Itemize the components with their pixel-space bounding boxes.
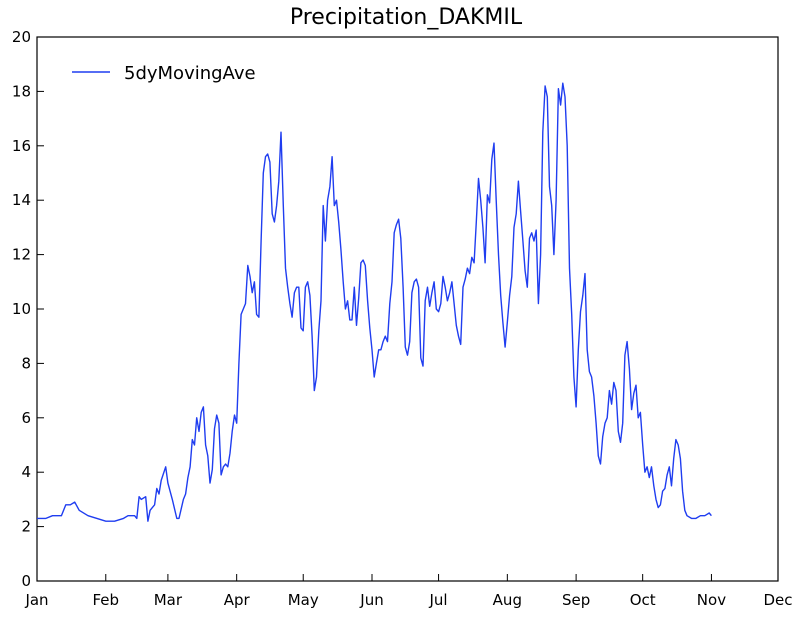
x-tick-label-jun: Jun [359, 591, 383, 609]
x-tick-label-oct: Oct [630, 591, 656, 609]
y-tick-label: 20 [12, 28, 31, 46]
x-tick-label-jan: Jan [24, 591, 48, 609]
x-tick-label-feb: Feb [92, 591, 119, 609]
x-tick-label-sep: Sep [562, 591, 590, 609]
y-tick-label: 8 [21, 354, 31, 372]
y-tick-label: 4 [21, 463, 31, 481]
chart-title: Precipitation_DAKMIL [290, 5, 523, 30]
legend: 5dyMovingAve [72, 63, 256, 84]
series-layer [37, 82, 712, 522]
y-tick-label: 2 [21, 518, 31, 536]
x-tick-label-nov: Nov [697, 591, 726, 609]
y-tick-label: 12 [12, 246, 31, 264]
y-tick-label: 10 [12, 300, 31, 318]
legend-label-5dymovingave: 5dyMovingAve [124, 63, 256, 84]
x-tick-label-aug: Aug [493, 591, 522, 609]
y-tick-label: 18 [12, 82, 31, 100]
y-tick-label: 6 [21, 409, 31, 427]
axis-ticks: 0 2 4 6 8 10 12 14 16 18 20 Jan Feb Mar Apr May Jun Jul Au… [12, 28, 793, 609]
y-tick-label: 14 [12, 191, 31, 209]
x-tick-label-jul: Jul [429, 591, 448, 609]
x-tick-label-dec: Dec [763, 591, 792, 609]
x-tick-label-may: May [288, 591, 319, 609]
y-tick-label: 16 [12, 137, 31, 155]
plot-area-frame [36, 36, 779, 582]
x-tick-label-mar: Mar [154, 591, 183, 609]
series-line-5dymovingave [37, 82, 712, 522]
y-tick-label: 0 [21, 572, 31, 590]
x-tick-label-apr: Apr [224, 591, 251, 609]
